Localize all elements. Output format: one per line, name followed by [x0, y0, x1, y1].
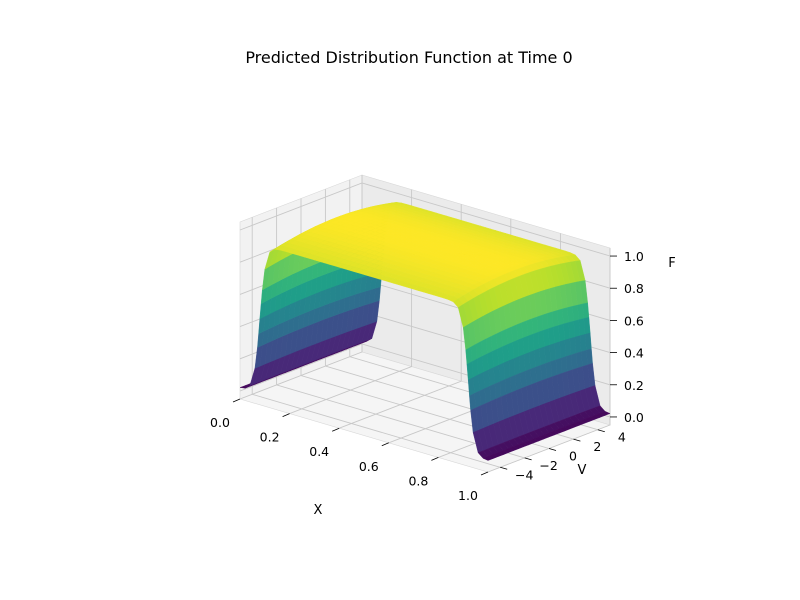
- surface-face: [467, 377, 475, 397]
- x-tick-label: 0.8: [408, 473, 428, 488]
- grid-line-v: [251, 217, 501, 468]
- f-tick-label: 1.0: [624, 249, 644, 264]
- grid-line-f: [239, 182, 611, 257]
- v-tick-label: 2: [593, 439, 601, 454]
- x-tick-mark: [381, 442, 389, 447]
- v-tick-mark: [573, 438, 581, 442]
- x-tick-mark: [282, 413, 290, 417]
- surface-face: [465, 346, 473, 365]
- v-tick-mark: [500, 466, 508, 470]
- surface-plot: [239, 202, 611, 461]
- v-tick-label: 4: [618, 430, 626, 445]
- f-tick-label: 0.8: [624, 281, 644, 296]
- chart-title: Predicted Distribution Function at Time …: [245, 48, 572, 67]
- surface-face: [482, 456, 494, 461]
- grid-line-x: [487, 248, 611, 473]
- surface-face: [469, 392, 476, 411]
- v-tick-mark: [524, 457, 532, 461]
- x-tick-mark: [480, 471, 489, 476]
- x-tick-mark: [232, 398, 241, 403]
- x-tick-label: 1.0: [458, 488, 478, 503]
- axis-ticks: 0.0 0.2 0.4 0.6 0.8 1.0 −4 −2 0 2 4 0.0 0.2 0.4 0.6 0.8…: [210, 249, 644, 503]
- x-tick-label: 0.2: [260, 430, 280, 445]
- x-tick-label: 0.6: [359, 459, 379, 474]
- f-tick-label: 0.6: [624, 313, 644, 328]
- x-axis-label: X: [314, 503, 323, 518]
- v-tick-label: −2: [539, 458, 557, 473]
- v-tick-mark: [597, 429, 605, 433]
- surface-face: [466, 361, 474, 381]
- f-axis-label: F: [668, 256, 675, 271]
- x-tick-label: 0.0: [210, 415, 230, 430]
- v-tick-label: 0: [569, 449, 577, 464]
- v-axis-label: V: [578, 463, 587, 478]
- v-tick-label: −4: [515, 467, 533, 482]
- f-tick-label: 0.4: [624, 346, 644, 361]
- f-tick-label: 0.2: [624, 378, 644, 393]
- f-tick-label: 0.0: [624, 410, 644, 425]
- x-tick-mark: [332, 427, 340, 432]
- x-tick-label: 0.4: [309, 444, 329, 459]
- x-tick-mark: [431, 457, 439, 461]
- v-tick-mark: [548, 448, 557, 451]
